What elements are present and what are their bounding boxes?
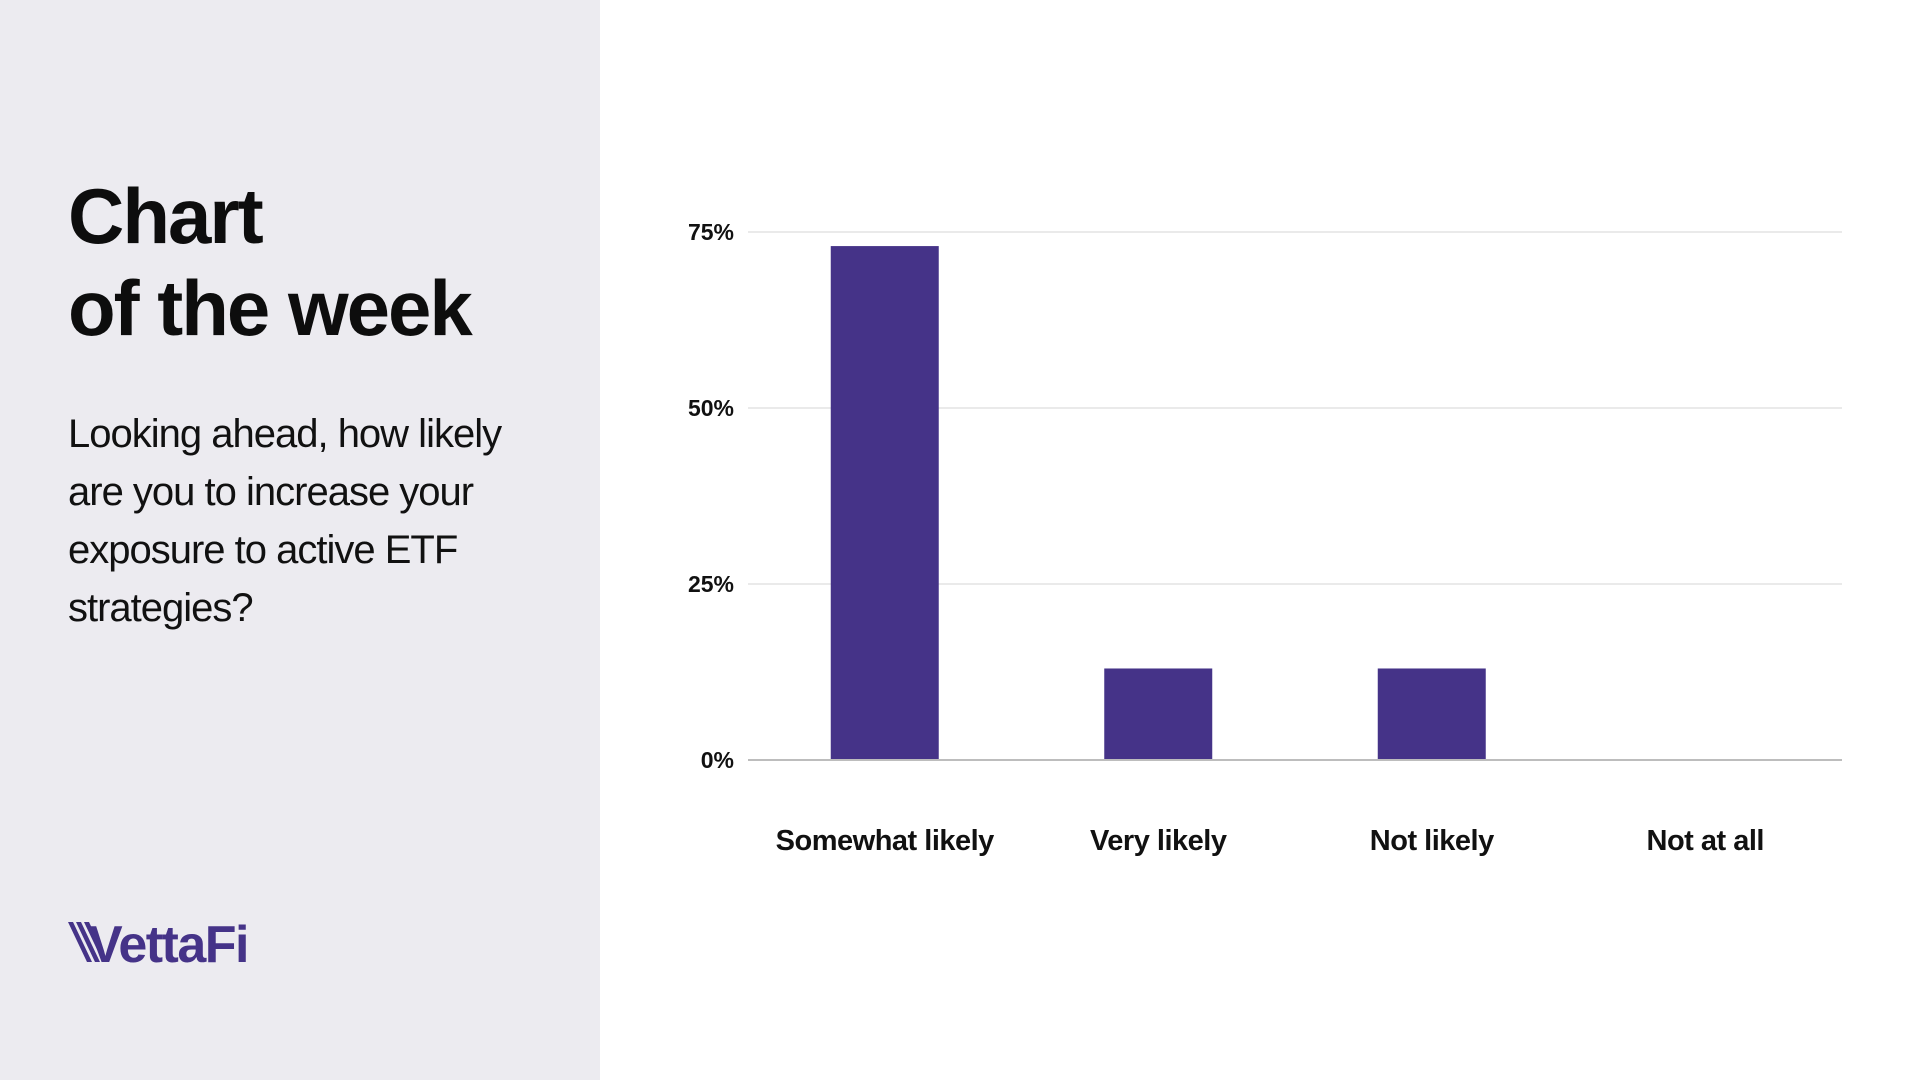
logo-stripe xyxy=(68,922,92,962)
x-tick-label: Not likely xyxy=(1370,825,1494,857)
x-tick-label: Somewhat likely xyxy=(776,825,995,857)
title-line-1: Chart xyxy=(68,172,264,260)
logo-stripe xyxy=(76,922,100,962)
y-tick-label: 75% xyxy=(688,219,734,245)
x-tick-label: Very likely xyxy=(1090,825,1227,857)
chart-area: 0% 25% 50% 75% Somewhat likely Very likely No… xyxy=(600,0,1920,1080)
bar-chart: 0% 25% 50% 75% Somewhat likely Very likely No… xyxy=(688,219,1842,857)
y-tick-label: 0% xyxy=(701,747,734,773)
survey-question: Looking ahead, how likely are you to inc… xyxy=(68,412,502,630)
logo-wordmark: VettaFi xyxy=(88,916,248,974)
sidebar-panel: Chart of the week Looking ahead, how lik… xyxy=(0,0,600,1080)
y-tick-label: 50% xyxy=(688,395,734,421)
x-tick-label: Not at all xyxy=(1647,825,1764,857)
title-line-2: of the week xyxy=(68,264,473,352)
page-title: Chart of the week xyxy=(68,170,473,354)
vettafi-logo-mark: VettaFi xyxy=(68,916,250,974)
bar-very-likely xyxy=(1104,668,1213,760)
x-tick-labels: Somewhat likely Very likely Not likely Not … xyxy=(776,825,1765,857)
bar-not-likely xyxy=(1377,668,1486,760)
bar-somewhat-likely xyxy=(830,246,939,760)
bars xyxy=(830,246,1486,760)
vettafi-logo: VettaFi xyxy=(68,912,283,974)
logo-stripe xyxy=(84,922,108,962)
y-tick-label: 25% xyxy=(688,571,734,597)
y-tick-labels: 0% 25% 50% 75% xyxy=(688,219,734,773)
